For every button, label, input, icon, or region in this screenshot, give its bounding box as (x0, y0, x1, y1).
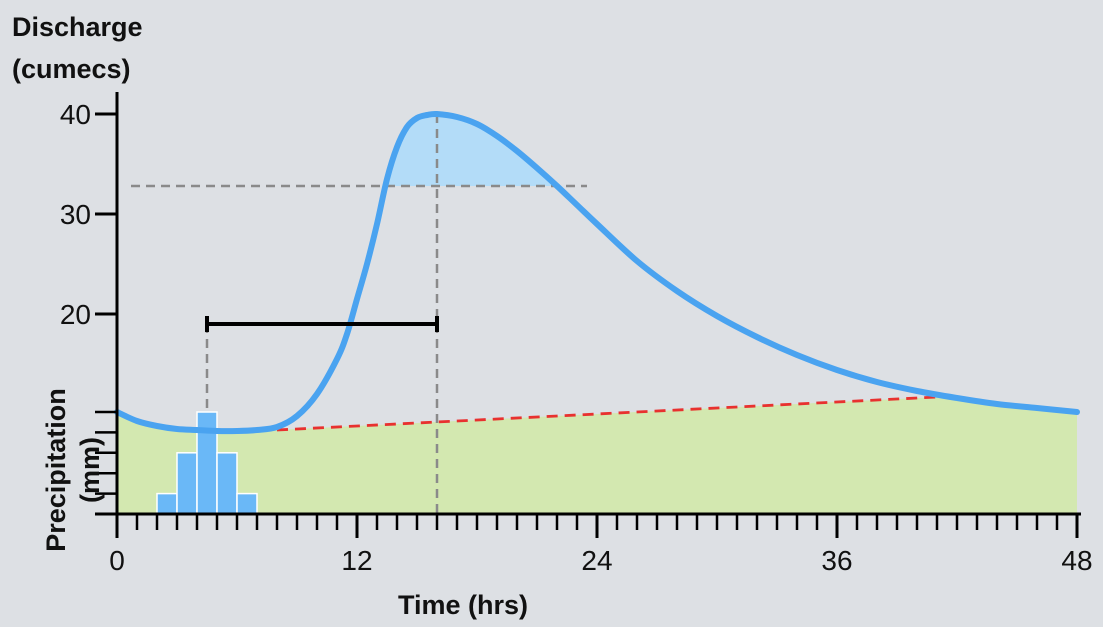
precipitation-bar (216, 452, 238, 515)
y-axis-title-line2: (cumecs) (12, 54, 131, 84)
precipitation-bars (156, 411, 258, 515)
x-tick-label: 48 (1061, 545, 1092, 576)
x-axis-title: Time (hrs) (398, 590, 528, 620)
precipitation-bar (236, 492, 258, 515)
y-tick-label: 20 (60, 299, 91, 330)
y-tick-label: 30 (60, 199, 91, 230)
guide-lines (131, 114, 587, 514)
precip-axis-title-line1: Precipitation (41, 388, 71, 552)
axis-labels: Discharge (cumecs) Time (hrs) Precipitat… (12, 12, 528, 620)
x-tick-label: 12 (341, 545, 372, 576)
x-tick-label: 24 (581, 545, 612, 576)
precip-axis-title-line2: (mm) (75, 437, 105, 503)
fills-layer (117, 114, 1077, 514)
precip-axis-title: Precipitation (mm) (41, 388, 105, 552)
baseflow-separation-line (276, 394, 958, 432)
hydrograph-line (114, 110, 1080, 435)
axes: 0 12 24 36 48 20 30 40 (60, 92, 1093, 576)
x-tick-label: 0 (109, 545, 125, 576)
precipitation-bar (176, 452, 198, 515)
x-tick-label: 36 (821, 545, 852, 576)
y-axis-title-line1: Discharge (12, 12, 143, 42)
baseflow-area (117, 396, 1077, 514)
peak-flow-area (387, 114, 555, 186)
precipitation-bar (156, 492, 178, 515)
y-tick-label: 40 (60, 99, 91, 130)
series-lines (114, 110, 1080, 435)
